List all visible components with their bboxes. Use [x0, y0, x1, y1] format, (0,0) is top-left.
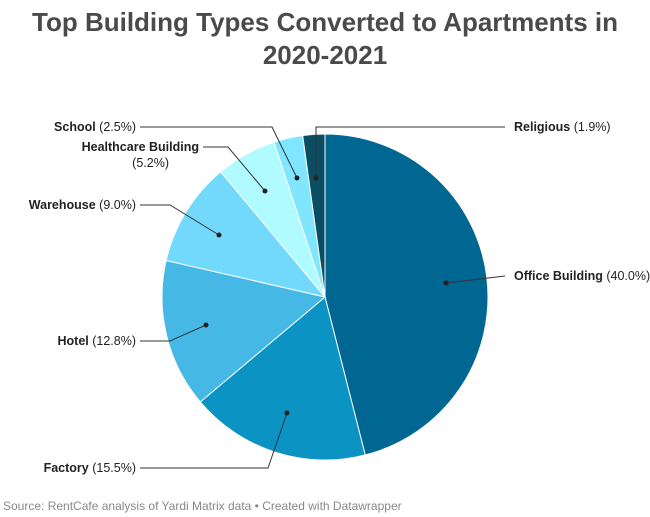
- leader-dot: [443, 280, 449, 286]
- slice-label: School (2.5%): [54, 120, 136, 134]
- leader-line: [445, 275, 506, 284]
- leader-line: [140, 412, 288, 469]
- pie-slice-warehouse: [165, 171, 327, 298]
- leader-dot: [284, 410, 290, 416]
- pie-slice-factory: [199, 296, 366, 461]
- leader-dot: [294, 175, 300, 181]
- slice-label: Factory (15.5%): [44, 461, 136, 475]
- slice-label: Religious (1.9%): [514, 120, 611, 134]
- leader-dot: [262, 188, 268, 194]
- pie-slice-office-building: [324, 133, 489, 456]
- pie-slice-religious: [302, 133, 326, 298]
- slice-label: Healthcare Building (5.2%): [82, 140, 199, 170]
- chart-title: Top Building Types Converted to Apartmen…: [32, 7, 618, 70]
- leader-line: [140, 204, 220, 236]
- leader-dot: [203, 322, 209, 328]
- source-note: Source: RentCafe analysis of Yardi Matri…: [3, 499, 402, 513]
- slice-label: Hotel (12.8%): [58, 334, 137, 348]
- slice-label: Warehouse (9.0%): [29, 198, 136, 212]
- leader-line: [140, 324, 207, 342]
- leader-line: [203, 146, 266, 192]
- leader-dot: [216, 232, 222, 238]
- slice-label: Office Building (40.0%): [514, 269, 650, 283]
- pie-slice-hotel: [161, 259, 327, 403]
- leader-line: [315, 126, 505, 178]
- leader-line: [140, 126, 298, 179]
- leader-dot: [313, 175, 319, 181]
